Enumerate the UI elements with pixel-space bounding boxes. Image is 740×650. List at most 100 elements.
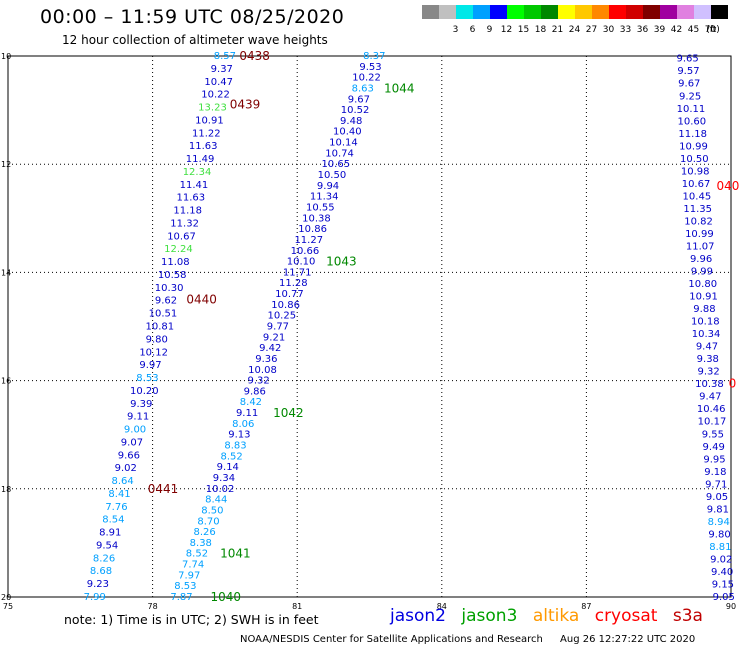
wave-height-label: 10.98 xyxy=(681,166,710,177)
lon-tick-label: 81 xyxy=(292,602,302,610)
wave-height-label: 9.48 xyxy=(340,116,362,127)
wave-height-label: 8.41 xyxy=(108,489,130,500)
wave-height-label: 10.50 xyxy=(680,154,709,165)
wave-height-label: 9.05 xyxy=(713,592,735,603)
wave-height-label: 12.34 xyxy=(183,167,212,178)
wave-height-label: 8.94 xyxy=(708,517,730,528)
wave-height-label: 9.32 xyxy=(698,367,720,378)
wave-height-label: 9.36 xyxy=(255,354,277,365)
wave-height-label: 10.91 xyxy=(689,292,718,303)
wave-height-label: 10.14 xyxy=(329,138,358,149)
wave-height-label: 10.40 xyxy=(333,127,362,138)
wave-height-label: 9.54 xyxy=(96,540,118,551)
wave-height-label: 10.11 xyxy=(677,104,706,115)
wave-height-label: 10.02 xyxy=(206,484,235,495)
wave-height-label: 10.86 xyxy=(271,300,300,311)
scale-label: 9 xyxy=(487,25,493,35)
wave-height-label: 10.34 xyxy=(692,329,721,340)
wave-height-label: 9.86 xyxy=(244,386,266,397)
color-scale: 3 6 9 12 15 18 21 24 27 30 33 36 39 42 45 70(ft) xyxy=(422,5,728,35)
footer: NOAA/NESDIS Center for Satellite Applica… xyxy=(240,634,695,645)
wave-height-label: 11.34 xyxy=(310,192,339,203)
scale-label: 18 xyxy=(535,25,547,35)
wave-height-label: 10.81 xyxy=(146,322,175,333)
wave-height-label: 10.18 xyxy=(691,317,720,328)
wave-height-label: 9.18 xyxy=(704,467,726,478)
wave-height-label: 8.53 xyxy=(136,373,158,384)
wave-height-label: 9.38 xyxy=(697,354,719,365)
wave-height-label: 11.08 xyxy=(161,257,190,268)
wave-height-label: 13.23 xyxy=(198,103,227,114)
scale-swatch xyxy=(660,5,677,19)
wave-height-label: 9.66 xyxy=(118,450,140,461)
wave-height-label: 8.38 xyxy=(190,538,212,549)
wave-height-label: 10.51 xyxy=(149,309,178,320)
wave-height-label: 10.55 xyxy=(306,202,335,213)
pass-time-label: 040 xyxy=(717,179,740,193)
wave-height-label: 8.68 xyxy=(90,566,112,577)
wave-height-label: 7.87 xyxy=(170,592,192,603)
scale-swatch xyxy=(456,5,473,19)
wave-height-label: 11.41 xyxy=(180,180,209,191)
map-frame xyxy=(7,55,732,598)
scale-label: 12 xyxy=(501,25,512,35)
scale-swatch xyxy=(575,5,592,19)
scale-swatch xyxy=(439,5,456,19)
wave-height-label: 9.14 xyxy=(217,462,239,473)
wave-height-label: 9.55 xyxy=(702,429,724,440)
wave-height-label: 10.22 xyxy=(201,90,230,101)
wave-height-label: 8.52 xyxy=(221,451,243,462)
wave-height-label: 11.49 xyxy=(186,154,215,165)
wave-height-label: 9.80 xyxy=(708,529,730,540)
wave-height-label: 9.02 xyxy=(115,463,137,474)
satellite-legend: jason2 jason3 altika cryosat s3a xyxy=(390,606,713,626)
wave-height-label: 11.28 xyxy=(279,278,308,289)
wave-height-label: 9.07 xyxy=(121,437,143,448)
wave-height-label: 9.88 xyxy=(693,304,715,315)
wave-height-label: 9.34 xyxy=(213,473,235,484)
wave-height-label: 8.06 xyxy=(232,419,254,430)
wave-height-label: 10.67 xyxy=(167,231,196,242)
wave-height-label: 9.42 xyxy=(259,343,281,354)
wave-height-label: 8.44 xyxy=(205,495,227,506)
page-title: 00:00 – 11:59 UTC 08/25/2020 xyxy=(40,6,345,28)
scale-label: 21 xyxy=(552,25,563,35)
wave-height-label: 9.21 xyxy=(263,332,285,343)
legend-altika: altika xyxy=(532,606,580,626)
wave-height-label: 9.11 xyxy=(127,412,149,423)
lat-tick-label: 14 xyxy=(1,268,11,277)
wave-height-label: 9.37 xyxy=(211,64,233,75)
lat-tick-label: 20 xyxy=(1,593,11,602)
scale-swatch xyxy=(694,5,711,19)
scale-label: 39 xyxy=(654,25,666,35)
wave-height-label: 10.52 xyxy=(341,105,370,116)
scale-label: 6 xyxy=(470,25,476,35)
wave-height-label: 10.80 xyxy=(688,279,717,290)
wave-height-label: 10.77 xyxy=(275,289,304,300)
wave-height-label: 8.52 xyxy=(186,549,208,560)
wave-height-label: 8.57 xyxy=(214,51,236,62)
scale-swatch xyxy=(626,5,643,19)
wave-height-label: 9.62 xyxy=(155,296,177,307)
wave-height-label: 10.10 xyxy=(287,257,316,268)
legend-jason3: jason3 xyxy=(461,606,518,626)
lat-tick-label: 12 xyxy=(1,160,11,169)
lon-tick-label: 87 xyxy=(581,602,591,610)
pass-time-label: 0440 xyxy=(186,292,217,306)
wave-height-label: 9.57 xyxy=(677,66,699,77)
lat-tick-label: 18 xyxy=(1,485,11,494)
legend-jason2: jason2 xyxy=(390,606,446,626)
scale-swatch xyxy=(507,5,524,19)
wave-height-label: 10.17 xyxy=(698,417,727,428)
legend-cryosat: cryosat xyxy=(594,606,658,626)
track-1044-1040: 8.379.5310.228.639.6710.529.4810.4010.14… xyxy=(170,51,385,603)
wave-height-label: 9.95 xyxy=(703,454,725,465)
wave-height-label: 8.37 xyxy=(363,51,385,62)
wave-height-label: 10.58 xyxy=(158,270,187,281)
wave-height-label: 11.71 xyxy=(283,267,312,278)
scale-label: 24 xyxy=(569,25,581,35)
wave-height-label: 7.97 xyxy=(178,570,200,581)
wave-height-label: 10.30 xyxy=(155,283,184,294)
lat-tick-label: 10 xyxy=(1,52,11,61)
